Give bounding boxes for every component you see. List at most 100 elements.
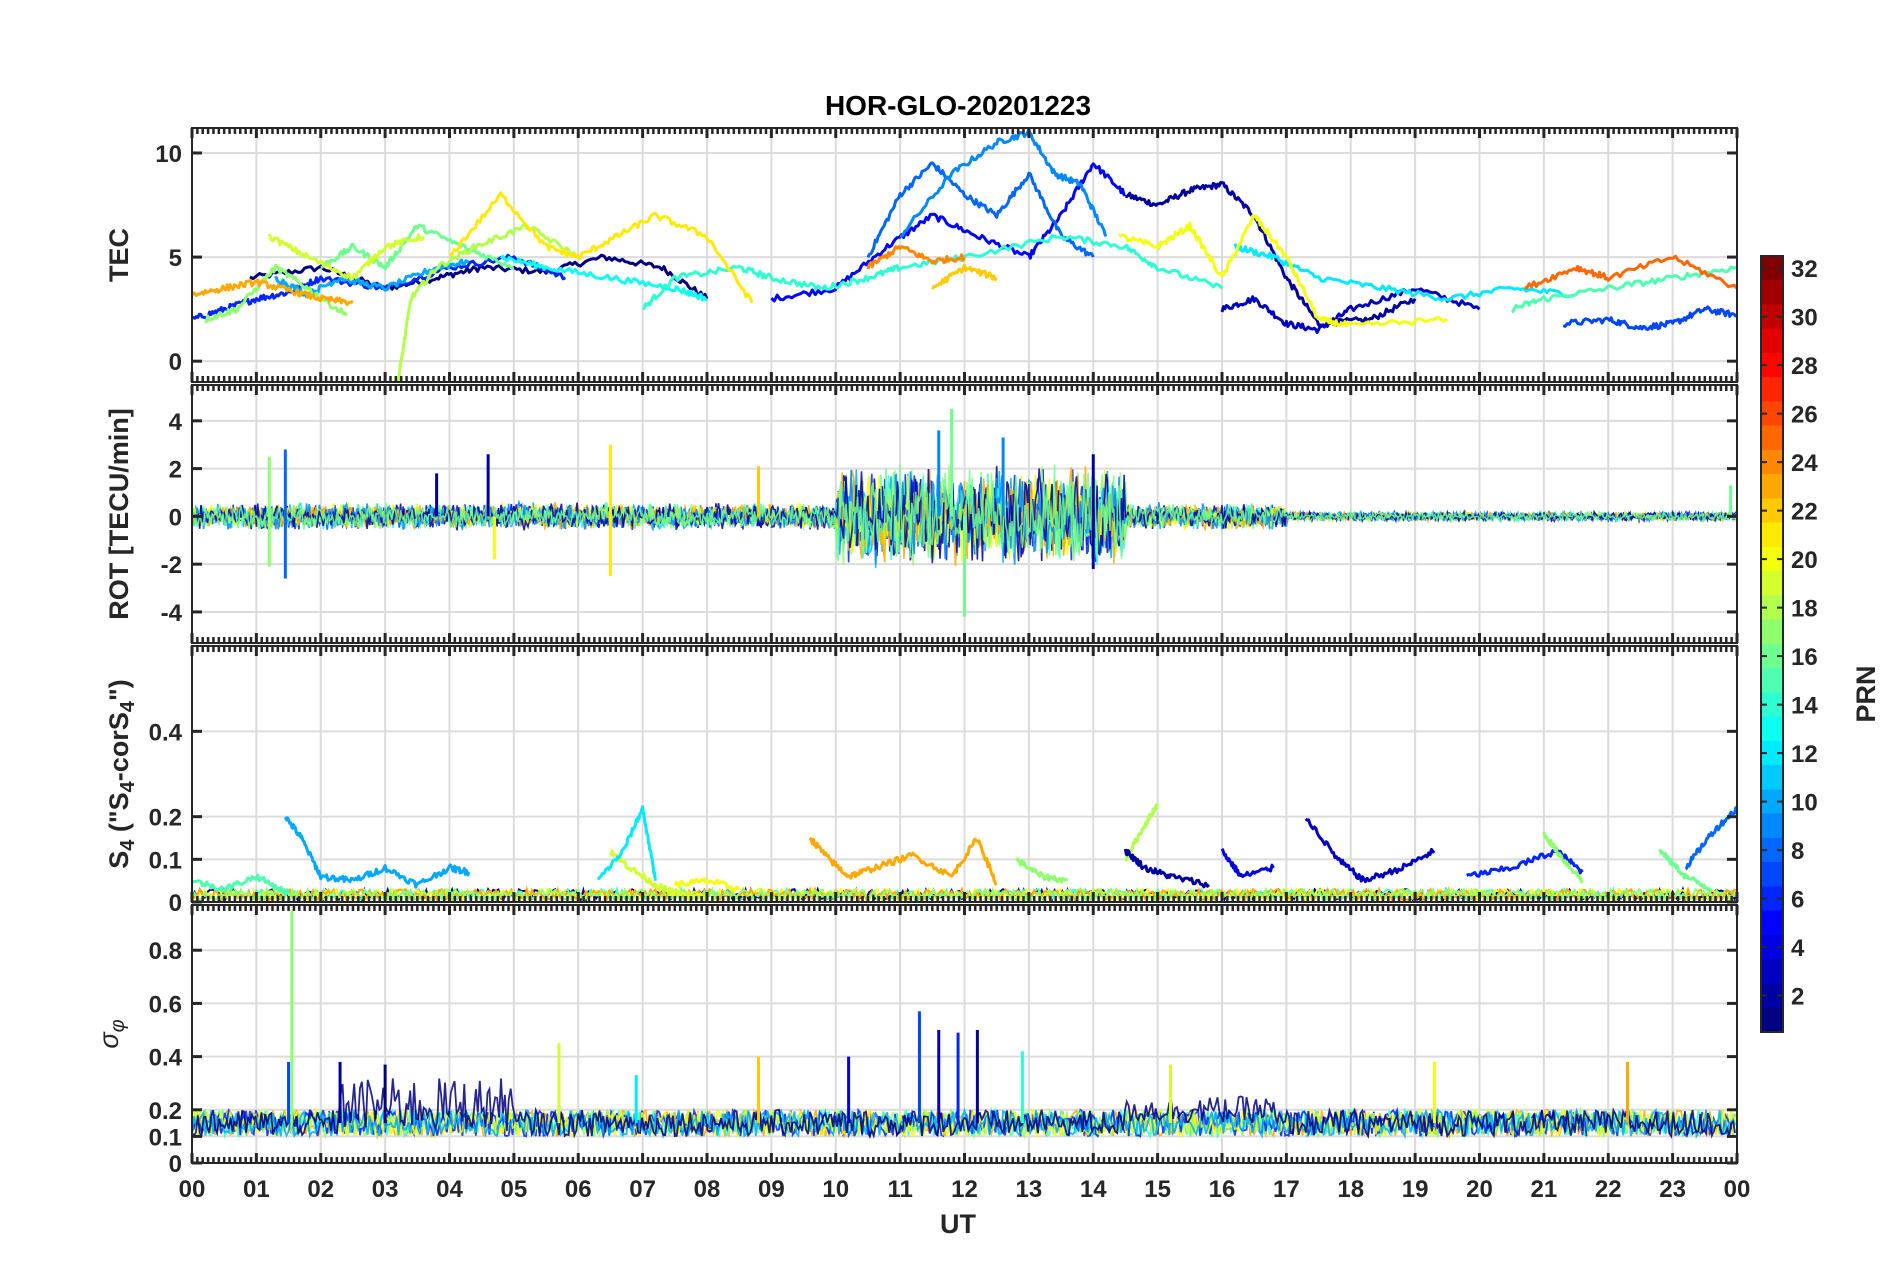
colorbar-tick-label: 28 — [1791, 353, 1818, 380]
series-prn-24-21 — [866, 245, 966, 270]
y-tick-label: 10 — [155, 141, 182, 168]
y-tick-label: 0 — [169, 349, 182, 376]
y-tick-label: 2 — [169, 457, 182, 484]
chart-title: HOR-GLO-20201223 — [825, 90, 1091, 121]
series-prn-17-11 — [1542, 831, 1584, 884]
y-tick-label: 0.2 — [149, 805, 182, 832]
colorbar-tick-label: 22 — [1791, 499, 1818, 526]
x-tick-label: 00 — [1724, 1176, 1751, 1203]
series-prn-16-12 — [1658, 848, 1713, 893]
x-tick-labels: 00 01 02 03 04 05 06 07 08 09 10 11 12 13 14 15 16 17 18 19… — [179, 1176, 1751, 1203]
series-prn-23-20 — [192, 278, 354, 307]
series-prn-4-8 — [1220, 848, 1275, 879]
series-prn-20-17 — [1118, 214, 1448, 328]
series-prn-13-10 — [499, 254, 708, 302]
y-tick-label: 0 — [169, 890, 182, 917]
tick-marks — [190, 385, 1739, 643]
plot-area — [192, 408, 1737, 617]
series-prn-20-4 — [673, 877, 741, 892]
panel-4: 00.10.2 0.4 0.6 0.8 σφ — [94, 904, 1739, 1178]
x-tick-label: 05 — [501, 1176, 528, 1203]
y-tick-label: 4 — [169, 409, 183, 436]
x-tick-label: 18 — [1337, 1176, 1364, 1203]
series-prn-5-3 — [770, 162, 1126, 303]
y-tick-label: -4 — [161, 600, 183, 627]
x-tick-label: 02 — [307, 1176, 334, 1203]
colorbar-label: PRN — [1851, 665, 1881, 722]
x-tick-label: 17 — [1273, 1176, 1300, 1203]
series-prn-12-9 — [1233, 243, 1577, 302]
x-tick-label: 06 — [565, 1176, 592, 1203]
series-prn-15-12 — [1510, 265, 1737, 314]
x-axis-label: UT — [940, 1209, 976, 1239]
x-tick-label: 07 — [629, 1176, 656, 1203]
x-tick-label: 23 — [1659, 1176, 1686, 1203]
panel-3: 0 0.1 0.2 0.4 S4 ("S4-corS4") — [104, 645, 1739, 917]
series-prn-3-2 — [1220, 287, 1481, 334]
colorbar-tick-label: 14 — [1791, 693, 1818, 720]
series-prn-21-18 — [449, 191, 754, 304]
series-prn-10-0 — [284, 816, 471, 889]
colorbar-tick-label: 6 — [1791, 887, 1804, 914]
y-tick-label: 0.1 — [149, 847, 182, 874]
plot-area — [192, 128, 1737, 382]
series-prn-15-14 — [192, 873, 290, 896]
y-tick-label: 0 — [169, 504, 182, 531]
x-tick-label: 01 — [243, 1176, 270, 1203]
series-prn-8-6 — [866, 161, 1095, 258]
colorbar-tick-label: 10 — [1791, 790, 1818, 817]
series-prn-23-3 — [808, 837, 998, 887]
series-prn-25-22 — [1524, 254, 1737, 290]
colorbar-tick-label: 18 — [1791, 596, 1818, 623]
colorbar-tick-label: 12 — [1791, 741, 1818, 768]
colorbar-tick-label: 26 — [1791, 402, 1818, 429]
tick-marks — [190, 646, 1739, 904]
x-tick-label: 21 — [1531, 1176, 1558, 1203]
x-tick-label: 10 — [822, 1176, 849, 1203]
series-prn-17-5 — [1014, 857, 1069, 884]
plot-area — [192, 910, 1736, 1140]
series-prn-18-15 — [396, 222, 579, 382]
colorbar-tick-label: 4 — [1791, 935, 1805, 962]
y-tick-label: -2 — [161, 552, 182, 579]
noise-series-prn-23 — [192, 466, 1737, 566]
y-tick-label: 0.2 — [149, 1098, 182, 1125]
x-tick-label: 15 — [1144, 1176, 1171, 1203]
colorbar-tick-label: 16 — [1791, 644, 1818, 671]
tick-marks — [190, 905, 1739, 1165]
y-tick-label: 0.4 — [149, 1045, 183, 1072]
y-axis-label: σφ — [94, 1019, 129, 1048]
series-prn-6-4 — [192, 253, 566, 320]
colorbar-tick-label: 2 — [1791, 984, 1804, 1011]
series-prn-18-6 — [1124, 802, 1159, 862]
series-prn-19-1 — [609, 849, 708, 902]
x-tick-label: 04 — [436, 1176, 463, 1203]
y-tick-label: 0 — [169, 1151, 182, 1178]
colorbar-tick-label: 20 — [1791, 547, 1818, 574]
x-tick-label: 16 — [1209, 1176, 1236, 1203]
y-axis-label: ROT [TECU/min] — [104, 408, 134, 619]
y-tick-label: 0.8 — [149, 938, 182, 965]
colorbar-tick-label: 32 — [1791, 256, 1818, 283]
y-axis-label: TEC — [104, 228, 134, 282]
series-prn-19-16 — [267, 233, 426, 281]
panel-1: 0 5 10 TEC — [104, 127, 1739, 383]
series-prn-22-19 — [930, 263, 998, 290]
y-tick-label: 0.4 — [149, 719, 183, 746]
series-prn-3-9 — [1304, 817, 1436, 884]
series-prn-2-7 — [1123, 848, 1211, 889]
x-tick-label: 03 — [372, 1176, 399, 1203]
x-tick-label: 20 — [1466, 1176, 1493, 1203]
x-tick-label: 14 — [1080, 1176, 1107, 1203]
colorbar-tick-label: 24 — [1791, 450, 1818, 477]
x-tick-label: 11 — [887, 1176, 912, 1203]
series-prn-12-2 — [596, 805, 657, 881]
x-tick-label: 08 — [694, 1176, 721, 1203]
y-tick-label: 0.1 — [149, 1124, 182, 1151]
colorbar-scale — [1760, 255, 1784, 1033]
x-tick-label: 00 — [179, 1176, 206, 1203]
x-tick-label: 09 — [758, 1176, 785, 1203]
